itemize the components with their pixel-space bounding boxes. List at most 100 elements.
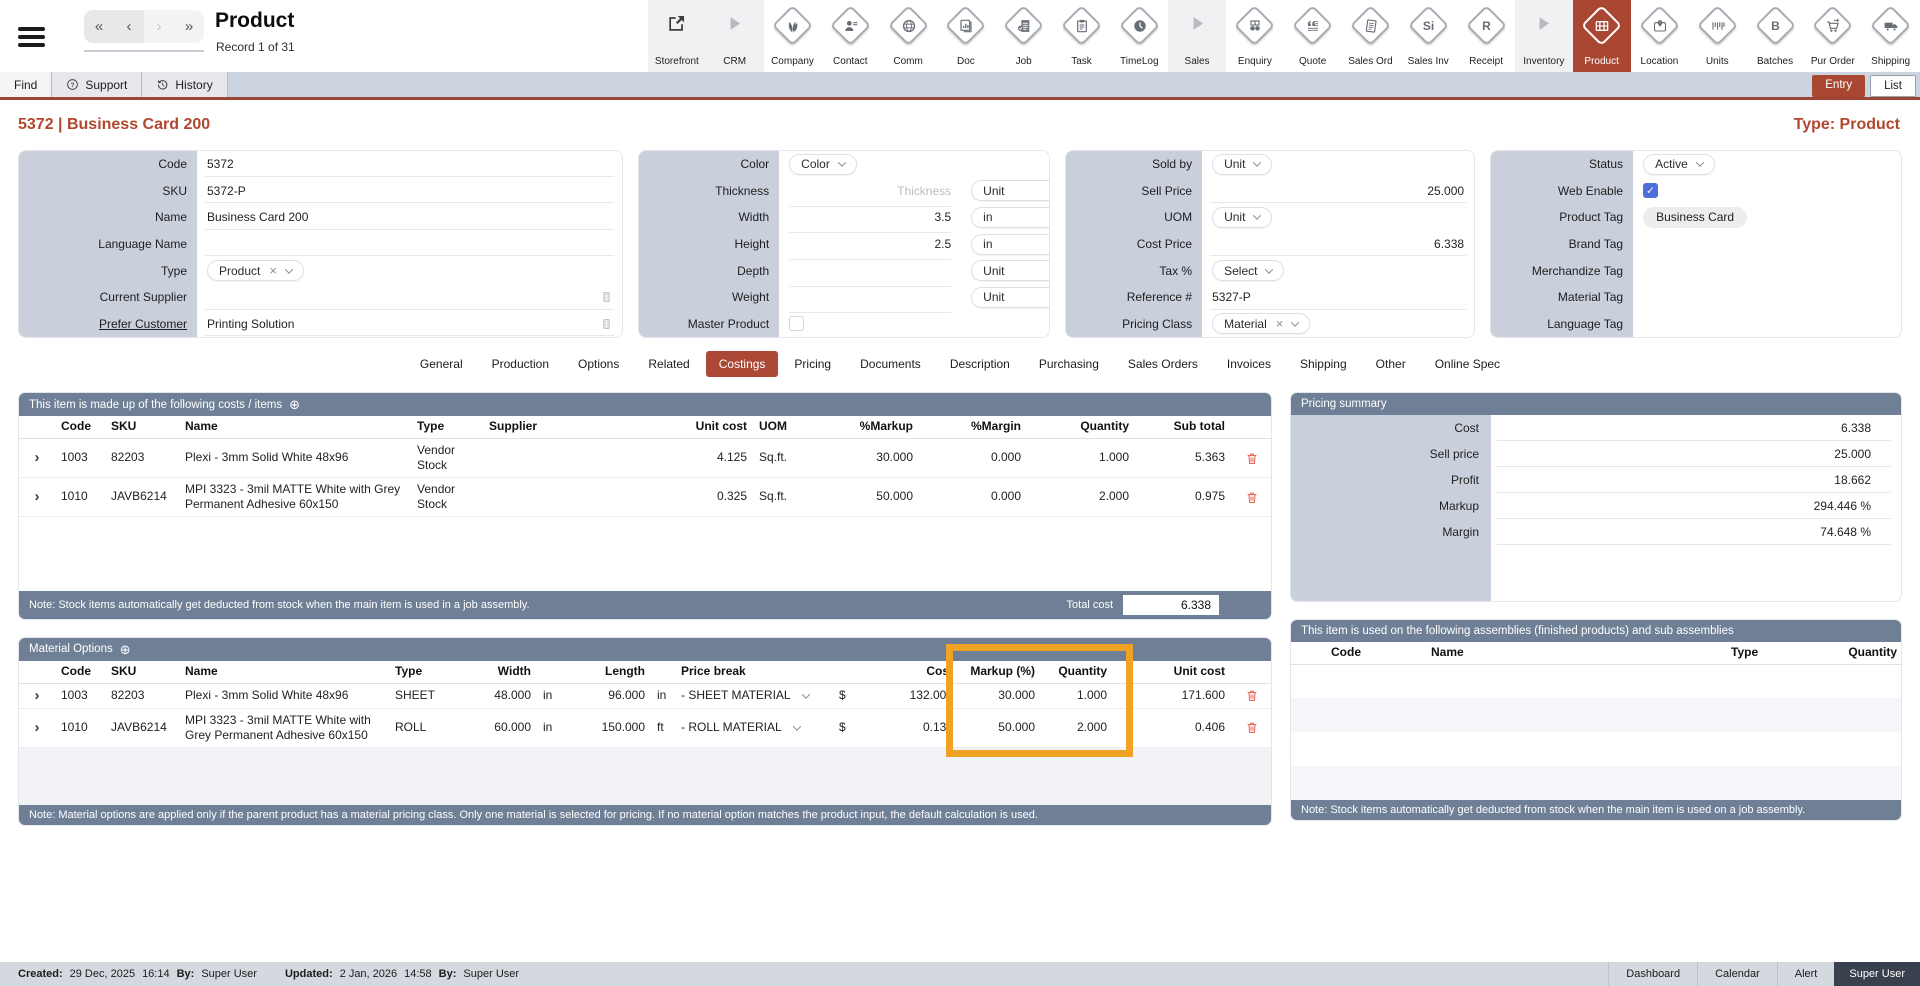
prefer-customer-label[interactable]: Prefer Customer [19,310,197,338]
add-cost-item-icon[interactable]: ⊕ [289,397,301,413]
cost-price-input[interactable] [1212,237,1465,252]
tab-general[interactable]: General [419,357,463,372]
toolbar-item-quote[interactable]: Quote [1284,0,1342,72]
tab-costings[interactable]: Costings [705,351,779,378]
toolbar-item-sales[interactable]: Sales [1168,0,1226,72]
tab-production[interactable]: Production [491,357,549,372]
tab-sales-orders[interactable]: Sales Orders [1127,357,1198,372]
footer-link-alert[interactable]: Alert [1776,962,1835,986]
status-select[interactable]: Active [1643,153,1715,175]
menu-tab-find[interactable]: Find [0,72,53,97]
material-option-row[interactable]: › 1003 82203 Plexi - 3mm Solid White 48x96 S… [19,683,1271,709]
toolbar-item-enquiry[interactable]: Enquiry [1226,0,1284,72]
toolbar-item-job[interactable]: Job [995,0,1053,72]
height-input[interactable] [789,237,952,252]
building-lookup-icon[interactable] [601,290,612,304]
building-lookup-icon[interactable] [601,317,612,331]
tab-pricing[interactable]: Pricing [794,357,832,372]
cost-item-row[interactable]: › 1003 82203 Plexi - 3mm Solid White 48x96 V… [19,438,1271,478]
delete-row-icon[interactable] [1245,490,1259,505]
width-unit-select[interactable]: in [971,206,1050,228]
material-option-row[interactable]: › 1010 JAVB6214 MPI 3323 - 3mil MATTE White… [19,708,1271,748]
sold-by-select[interactable]: Unit [1212,153,1273,175]
tab-other[interactable]: Other [1375,357,1406,372]
current-supplier-input[interactable] [207,290,602,305]
thickness-unit-select[interactable]: Unit [971,180,1050,202]
toolbar-item-crm[interactable]: CRM [705,0,764,72]
toolbar-item-shipping[interactable]: Shipping [1862,0,1920,72]
expand-row-icon[interactable]: › [34,686,40,704]
tab-online-spec[interactable]: Online Spec [1434,357,1501,372]
toolbar-item-batches[interactable]: B Batches [1746,0,1804,72]
toolbar-item-timelog[interactable]: TimeLog [1110,0,1168,72]
view-button-list[interactable]: List [1870,75,1916,98]
current-user-badge[interactable]: Super User [1834,962,1920,986]
toolbar-item-pur-order[interactable]: Pur Order [1804,0,1862,72]
language-name-input[interactable] [207,237,613,252]
hamburger-menu-icon[interactable] [18,27,45,51]
weight-input[interactable] [789,290,952,305]
add-material-option-icon[interactable]: ⊕ [119,641,131,657]
depth-unit-select[interactable]: Unit [971,260,1050,282]
menu-tab-history[interactable]: History [142,72,228,97]
depth-input[interactable] [789,263,952,278]
delete-row-icon[interactable] [1245,451,1259,466]
expand-row-icon[interactable]: › [34,718,40,736]
toolbar-item-storefront[interactable]: Storefront [648,0,706,72]
tab-invoices[interactable]: Invoices [1226,357,1271,372]
clear-icon[interactable]: × [269,263,277,279]
sku-input[interactable] [207,183,613,198]
cost-item-row[interactable]: › 1010 JAVB6214 MPI 3323 - 3mil MATTE White… [19,477,1271,517]
tab-description[interactable]: Description [949,357,1010,372]
price-break-select[interactable]: - ROLL MATERIAL [681,720,801,735]
toolbar-item-product[interactable]: Product [1572,0,1631,72]
reference-input[interactable] [1212,290,1465,305]
delete-row-icon[interactable] [1245,720,1259,735]
weight-unit-select[interactable]: Unit [971,286,1050,308]
view-button-entry[interactable]: Entry [1812,75,1866,98]
toolbar-item-company[interactable]: Company [764,0,822,72]
tab-purchasing[interactable]: Purchasing [1038,357,1099,372]
product-tag-chip[interactable]: Business Card [1643,206,1748,228]
thickness-input[interactable] [789,183,952,198]
sell-price-input[interactable] [1212,183,1465,198]
tab-documents[interactable]: Documents [860,357,921,372]
tab-related[interactable]: Related [648,357,690,372]
prefer-customer-input[interactable] [207,316,602,331]
pricing-class-select[interactable]: Material × [1212,313,1311,335]
color-select[interactable]: Color [789,153,857,175]
expand-row-icon[interactable]: › [34,448,40,466]
first-record-button[interactable]: « [84,10,114,43]
type-select[interactable]: Product × [207,260,304,282]
toolbar-item-comm[interactable]: Comm [879,0,937,72]
toolbar-item-contact[interactable]: Contact [821,0,879,72]
toolbar-item-sales-ord[interactable]: Sales Ord [1342,0,1400,72]
footer-link-calendar[interactable]: Calendar [1697,962,1777,986]
master-product-checkbox[interactable] [789,316,805,332]
toolbar-item-inventory[interactable]: Inventory [1514,0,1573,72]
toolbar-item-location[interactable]: Location [1631,0,1689,72]
toolbar-item-task[interactable]: Task [1053,0,1111,72]
width-input[interactable] [789,210,952,225]
uom-select[interactable]: Unit [1212,206,1273,228]
toolbar-item-sales-inv[interactable]: Si Sales Inv [1399,0,1457,72]
expand-row-icon[interactable]: › [34,487,40,505]
toolbar-item-doc[interactable]: Doc [937,0,995,72]
toolbar-item-units[interactable]: Units [1688,0,1746,72]
name-input[interactable] [207,210,613,225]
prev-record-button[interactable]: ‹ [114,10,144,43]
delete-row-icon[interactable] [1245,688,1259,703]
tab-shipping[interactable]: Shipping [1299,357,1347,372]
menu-tab-support[interactable]: Support [52,72,143,97]
next-record-button[interactable]: › [156,18,162,35]
height-unit-select[interactable]: in [971,233,1050,255]
toolbar-item-receipt[interactable]: R Receipt [1457,0,1515,72]
last-record-button[interactable]: » [184,18,194,35]
tab-options[interactable]: Options [578,357,620,372]
footer-link-dashboard[interactable]: Dashboard [1608,962,1697,986]
price-break-select[interactable]: - SHEET MATERIAL [681,688,810,703]
web-enable-checkbox[interactable]: ✓ [1643,183,1659,199]
code-input[interactable] [207,157,613,172]
tax-select[interactable]: Select [1212,260,1285,282]
clear-icon[interactable]: × [1275,316,1284,332]
